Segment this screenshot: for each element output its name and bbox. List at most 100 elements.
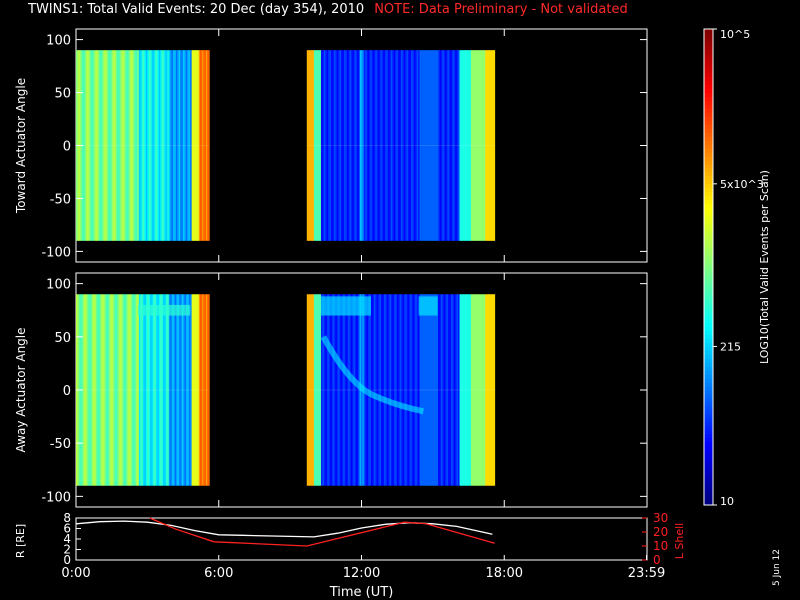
toward-heatmap-column xyxy=(399,50,402,241)
away-heatmap-column xyxy=(173,294,175,486)
away-heatmap-column xyxy=(84,294,87,486)
away-heatmap-column xyxy=(135,294,138,486)
away-heatmap-column xyxy=(114,294,117,486)
toward-heatmap-column xyxy=(419,50,422,241)
away-heatmap-column xyxy=(445,294,448,486)
toward-heatmap-column xyxy=(362,50,365,241)
toward-heatmap-column xyxy=(438,50,440,241)
toward-heatmap-column xyxy=(200,50,203,241)
toward-heatmap-column xyxy=(151,50,154,241)
toward-ytick-label: 0 xyxy=(63,140,71,155)
away-heatmap-column xyxy=(141,294,144,486)
colorbar-band xyxy=(704,136,713,141)
away-heatmap-column xyxy=(333,294,336,486)
toward-heatmap-column xyxy=(208,50,210,241)
toward-heatmap-column xyxy=(381,50,383,241)
toward-heatmap-column xyxy=(309,50,312,241)
away-heatmap-column xyxy=(349,294,352,486)
toward-heatmap-column xyxy=(90,50,93,241)
away-heatmap-column xyxy=(120,294,123,486)
away-heatmap-column xyxy=(469,294,472,486)
toward-heatmap-column xyxy=(138,50,141,241)
away-heatmap-column xyxy=(187,294,190,486)
toward-heatmap-column xyxy=(316,50,319,241)
colorbar-band xyxy=(704,191,713,197)
toward-heatmap-column xyxy=(180,50,183,241)
toward-heatmap-column xyxy=(322,50,325,241)
toward-heatmap-column xyxy=(203,50,205,241)
toward-heatmap-column xyxy=(493,50,496,241)
toward-heatmap-column xyxy=(154,50,157,241)
toward-heatmap-column xyxy=(173,50,175,241)
colorbar-band xyxy=(704,278,713,284)
toward-heatmap-column xyxy=(150,50,153,241)
colorbar-band xyxy=(704,441,713,446)
toward-heatmap-column xyxy=(84,50,87,241)
toward-heatmap-column xyxy=(204,50,207,241)
toward-heatmap-column xyxy=(163,50,165,241)
toward-heatmap-column xyxy=(418,50,420,241)
orbit-ytick-label: 8 xyxy=(63,511,71,525)
colorbar-band xyxy=(704,497,713,502)
toward-heatmap-column xyxy=(371,50,373,241)
toward-heatmap-column xyxy=(463,50,466,241)
colorbar-band xyxy=(704,52,713,58)
away-heatmap-column xyxy=(465,294,468,486)
away-heatmap-column xyxy=(382,294,385,486)
colorbar-band xyxy=(704,306,713,312)
away-heatmap-column xyxy=(197,294,200,486)
away-heatmap-column xyxy=(306,294,309,486)
toward-heatmap-column xyxy=(445,50,448,241)
toward-heatmap-column xyxy=(486,50,489,241)
colorbar-band xyxy=(704,96,713,101)
toward-heatmap-column xyxy=(363,50,366,241)
away-heatmap-column xyxy=(318,294,321,486)
away-heatmap-column xyxy=(376,294,379,486)
away-heatmap-column xyxy=(168,294,171,486)
orbit-panel xyxy=(75,517,648,561)
away-heatmap-column xyxy=(466,294,469,486)
toward-heatmap-column xyxy=(361,50,363,241)
toward-heatmap-column xyxy=(160,50,163,241)
title-main: TWINS1: Total Valid Events: 20 Dec (day … xyxy=(28,2,365,17)
toward-heatmap-column xyxy=(453,50,456,241)
away-heatmap-column xyxy=(137,294,140,486)
toward-heatmap-column xyxy=(416,50,419,241)
toward-heatmap-column xyxy=(193,50,195,241)
toward-heatmap-column xyxy=(141,50,144,241)
colorbar-band xyxy=(704,251,713,256)
colorbar-band xyxy=(704,485,713,490)
toward-heatmap-column xyxy=(123,50,125,241)
toward-heatmap-column xyxy=(157,50,160,241)
orbit-ytick-label: 4 xyxy=(63,532,71,546)
toward-heatmap-column xyxy=(382,50,385,241)
away-heatmap-column xyxy=(123,294,125,486)
colorbar-band xyxy=(704,175,713,181)
away-heatmap-column xyxy=(203,294,205,486)
toward-heatmap-column xyxy=(183,50,185,241)
toward-heatmap-column xyxy=(492,50,495,241)
toward-heatmap-column xyxy=(140,50,143,241)
away-heatmap-column xyxy=(180,294,183,486)
away-heatmap-column xyxy=(406,294,409,486)
toward-heatmap-column xyxy=(117,50,120,241)
away-heatmap-column xyxy=(128,294,131,486)
toward-heatmap-column xyxy=(435,50,438,241)
toward-heatmap-column xyxy=(345,50,348,241)
toward-heatmap-column xyxy=(373,50,376,241)
toward-heatmap-column xyxy=(413,50,416,241)
away-heatmap-column xyxy=(140,294,143,486)
toward-heatmap-column xyxy=(335,50,338,241)
toward-panel xyxy=(75,28,648,263)
orbit-ytick-label: 6 xyxy=(63,522,71,536)
colorbar-band xyxy=(704,493,713,498)
colorbar-band xyxy=(704,128,713,133)
toward-heatmap-column xyxy=(332,50,335,241)
away-heatmap-column xyxy=(386,294,389,486)
away-heatmap-column xyxy=(346,294,349,486)
away-heatmap-column xyxy=(420,294,423,486)
toward-heatmap-column xyxy=(101,50,104,241)
colorbar-band xyxy=(704,207,713,212)
away-heatmap-column xyxy=(456,294,459,486)
toward-heatmap-column xyxy=(356,50,359,241)
